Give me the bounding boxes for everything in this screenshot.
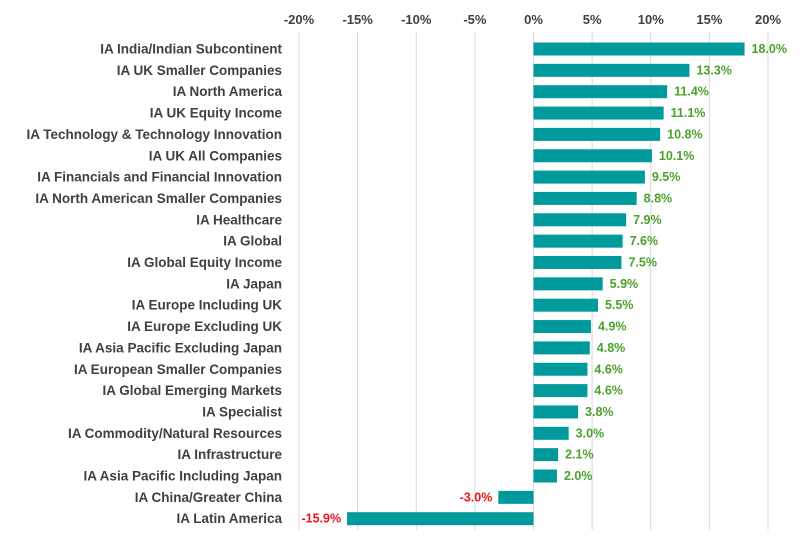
bar [533,213,627,227]
category-label: IA Financials and Financial Innovation [37,170,282,185]
data-label: 3.0% [576,426,605,440]
category-label: IA Japan [226,276,282,291]
category-label: IA Specialist [202,404,282,419]
category-label: IA Europe Including UK [132,298,282,313]
data-label: 9.5% [652,170,681,184]
bar [533,341,590,355]
data-label: 4.6% [594,384,623,398]
category-label: IA Europe Excluding UK [127,319,282,334]
data-label: 3.8% [585,405,614,419]
bar [533,63,690,77]
x-tick-label: 15% [696,12,722,27]
bar [533,191,637,205]
x-tick-label: 5% [583,12,602,27]
bar [533,469,557,483]
category-label: IA Commodity/Natural Resources [68,426,282,441]
bar [533,85,668,99]
category-label: IA UK All Companies [149,148,282,163]
bar [533,149,652,163]
data-label: 4.8% [597,341,626,355]
bar [533,298,598,312]
data-labels: 18.0% 13.3% 11.4% 11.1% 10.8% 10.1% 9.5% 8.8% 7.… [301,42,787,526]
category-label: IA China/Greater China [135,490,283,505]
data-label: 7.9% [633,213,662,227]
category-labels: IA India/Indian Subcontinent IA UK Smalle… [27,42,283,527]
data-label: 8.8% [644,191,673,205]
bar [533,426,569,440]
x-tick-label: 0% [524,12,543,27]
bar [498,490,534,504]
category-label: IA European Smaller Companies [74,362,282,377]
bar [533,256,622,269]
category-label: IA Technology & Technology Innovation [27,127,283,142]
bar [533,106,664,120]
data-label: 7.5% [628,256,657,270]
data-label: 4.9% [598,320,627,334]
category-label: IA Global [223,234,282,249]
bar [533,170,645,184]
bar [533,320,591,334]
bar [533,277,603,291]
x-tick-label: 20% [755,12,781,27]
data-label: 7.6% [630,234,659,248]
category-label: IA North American Smaller Companies [35,191,282,206]
data-label: 18.0% [752,42,787,56]
data-label: 10.8% [667,127,702,141]
data-label: 5.9% [610,277,639,291]
category-label: IA Latin America [176,511,282,526]
category-label: IA Asia Pacific Excluding Japan [79,340,282,355]
bar [533,448,559,462]
bar [533,384,588,398]
category-label: IA Global Equity Income [127,255,282,270]
x-tick-label: 10% [638,12,664,27]
data-label: -3.0% [460,490,493,504]
category-label: IA India/Indian Subcontinent [100,42,282,57]
category-label: IA Asia Pacific Including Japan [83,469,282,484]
bar [533,127,661,141]
data-label: 11.4% [674,85,709,99]
data-label: 10.1% [659,149,694,163]
data-label: 4.6% [594,362,623,376]
data-label: 13.3% [696,63,731,77]
bar [533,42,745,56]
x-tick-label: -10% [401,12,432,27]
bar [347,512,534,526]
bars [347,42,745,526]
data-label: 11.1% [671,106,706,120]
data-label: -15.9% [301,512,341,526]
category-label: IA UK Smaller Companies [117,63,282,78]
x-tick-label: -5% [463,12,487,27]
bar [533,234,623,248]
category-label: IA Infrastructure [177,447,282,462]
x-axis-tick-labels: -20% -15% -10% -5% 0% 5% 10% 15% 20% [284,12,782,27]
category-label: IA UK Equity Income [150,106,283,121]
bar [533,405,579,419]
x-tick-label: -15% [342,12,373,27]
data-label: 5.5% [605,298,634,312]
category-label: IA North America [173,84,283,99]
bar [533,362,588,376]
data-label: 2.1% [565,448,594,462]
data-label: 2.0% [564,469,593,483]
category-label: IA Global Emerging Markets [102,383,282,398]
x-tick-label: -20% [284,12,315,27]
category-label: IA Healthcare [196,212,282,227]
